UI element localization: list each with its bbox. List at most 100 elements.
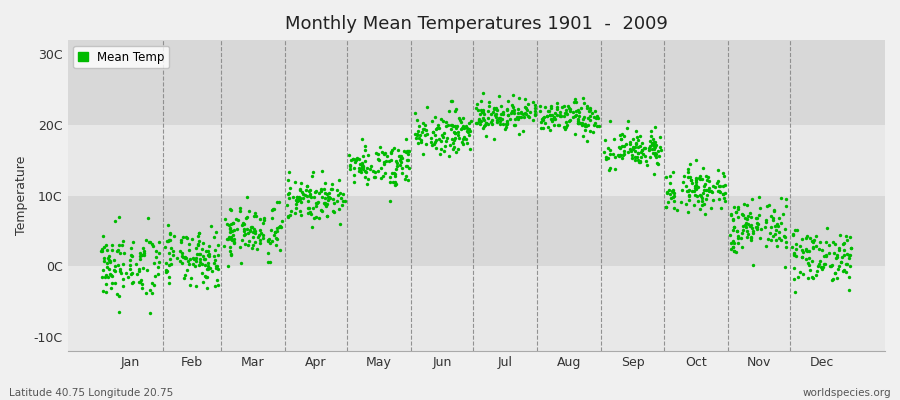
Point xyxy=(410,131,424,137)
Point xyxy=(582,116,597,123)
Point xyxy=(410,140,425,146)
Point xyxy=(788,227,802,233)
Point xyxy=(749,215,763,221)
Point xyxy=(356,166,370,172)
Point xyxy=(577,100,591,106)
Point xyxy=(527,112,542,118)
Point xyxy=(518,104,532,110)
Point xyxy=(434,146,448,152)
Point xyxy=(637,145,652,151)
Point xyxy=(682,161,697,167)
Point xyxy=(711,177,725,184)
Point xyxy=(779,202,794,209)
Point xyxy=(795,254,809,260)
Point xyxy=(724,212,738,218)
Point xyxy=(283,212,297,218)
Point xyxy=(195,261,210,268)
Point xyxy=(758,224,772,230)
Point xyxy=(94,246,109,252)
Point xyxy=(185,255,200,262)
Point xyxy=(176,275,191,282)
Point xyxy=(590,113,604,119)
Point xyxy=(124,280,139,286)
Point xyxy=(643,144,657,151)
Point xyxy=(271,199,285,205)
Point xyxy=(417,125,431,132)
Point xyxy=(558,107,572,114)
Point xyxy=(142,310,157,316)
Point xyxy=(535,116,549,122)
Point xyxy=(237,232,251,238)
Point xyxy=(477,123,491,130)
Point xyxy=(314,188,328,194)
Point xyxy=(349,155,364,162)
Point xyxy=(800,248,814,254)
Point xyxy=(436,130,451,136)
Point xyxy=(667,193,681,200)
Point xyxy=(833,232,848,238)
Point xyxy=(663,195,678,201)
Point xyxy=(837,267,851,273)
Point xyxy=(630,134,644,140)
Point xyxy=(208,283,222,289)
Point xyxy=(798,256,813,262)
Point xyxy=(151,271,166,278)
Point xyxy=(224,236,238,242)
Point xyxy=(104,271,118,277)
Point xyxy=(251,234,266,240)
Point xyxy=(550,104,564,110)
Point xyxy=(819,252,833,259)
Point xyxy=(819,252,833,258)
Point xyxy=(392,156,407,163)
Point xyxy=(508,122,523,128)
Point xyxy=(313,207,328,213)
Point xyxy=(691,184,706,190)
Point xyxy=(292,197,306,204)
Point xyxy=(631,137,645,143)
Point xyxy=(491,115,506,121)
Point xyxy=(558,126,572,132)
Point xyxy=(202,253,216,260)
Point xyxy=(355,160,369,166)
Point xyxy=(613,152,627,158)
Point xyxy=(575,120,590,126)
Point xyxy=(824,262,839,269)
Point xyxy=(628,144,643,150)
Point xyxy=(355,162,369,169)
Point xyxy=(248,239,262,246)
Point xyxy=(189,255,203,262)
Point xyxy=(625,155,639,162)
Point xyxy=(104,272,118,279)
Point xyxy=(211,266,225,272)
Point xyxy=(649,154,663,161)
Point xyxy=(667,198,681,205)
Point xyxy=(175,253,189,260)
Point xyxy=(102,266,116,272)
Point xyxy=(400,157,415,164)
Point xyxy=(349,154,364,161)
Point xyxy=(131,267,146,274)
Point xyxy=(320,201,334,207)
Point xyxy=(629,128,643,134)
Point xyxy=(644,146,659,152)
Point xyxy=(537,114,552,120)
Point xyxy=(521,113,535,119)
Point xyxy=(158,244,173,250)
Point xyxy=(582,127,597,134)
Point xyxy=(242,237,256,244)
Point xyxy=(717,198,732,204)
Point xyxy=(629,140,643,147)
Point xyxy=(731,214,745,220)
Point xyxy=(636,145,651,152)
Point xyxy=(787,250,801,256)
Point xyxy=(182,260,196,267)
Point xyxy=(710,180,724,186)
Point xyxy=(680,165,695,172)
Point xyxy=(550,99,564,106)
Point xyxy=(281,177,295,184)
Point xyxy=(842,252,857,258)
Point xyxy=(716,190,731,197)
Point xyxy=(582,107,597,114)
Point xyxy=(787,276,801,282)
Point xyxy=(231,216,246,223)
